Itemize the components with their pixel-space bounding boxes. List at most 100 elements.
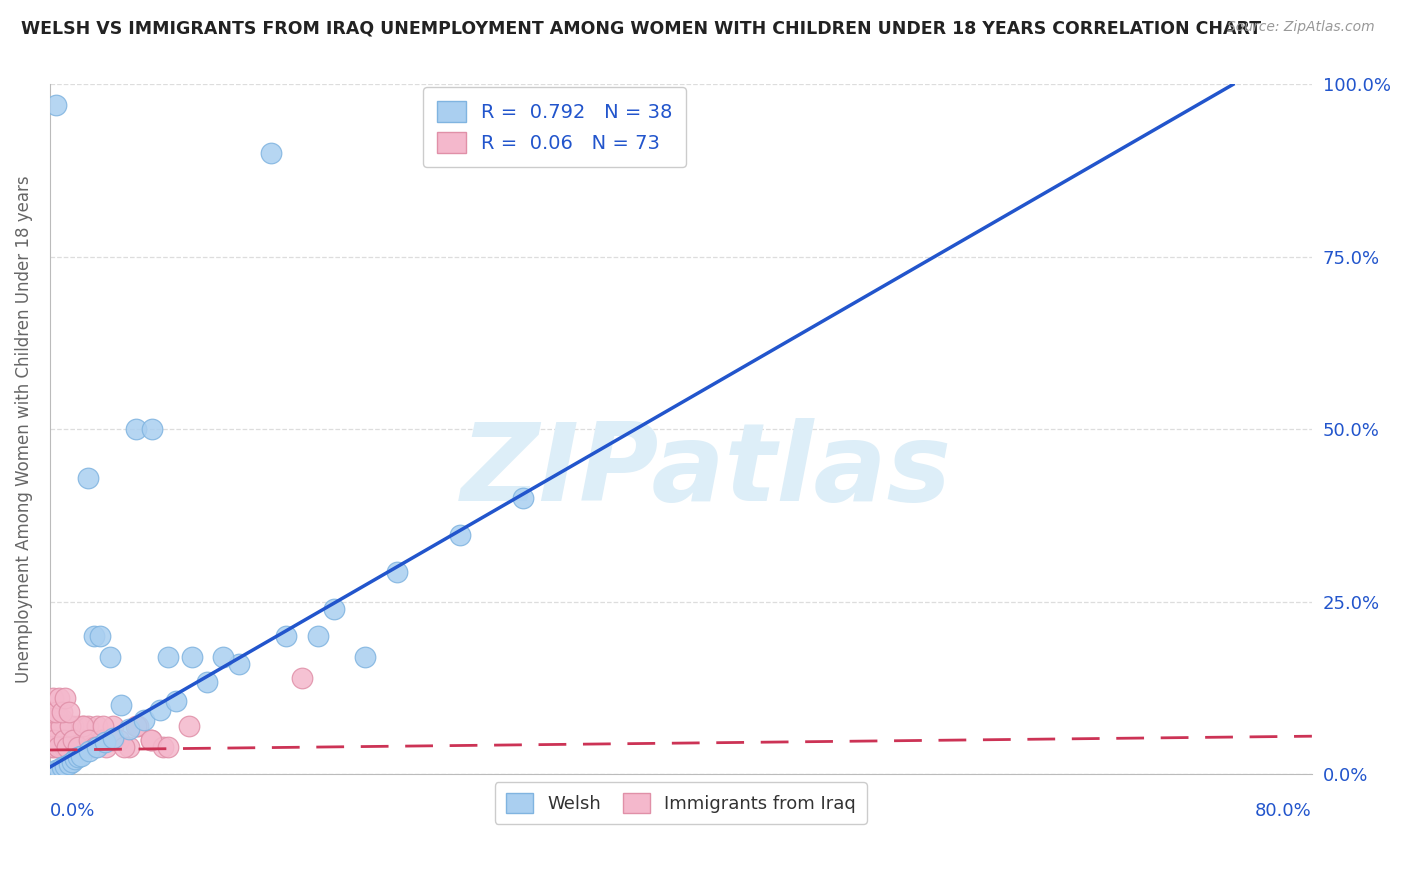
Point [44,719,66,733]
Point [70,748,93,763]
Point [139,732,162,747]
Point [55,691,77,706]
Point [70,739,93,754]
Point [141,422,163,436]
Point [62,719,84,733]
Point [77,744,100,758]
Point [39,705,62,719]
Point [117,722,139,736]
Point [276,629,298,643]
Point [91,719,114,733]
Point [259,146,281,161]
Point [62,732,84,747]
Point [45,705,67,719]
Legend: Welsh, Immigrants from Iraq: Welsh, Immigrants from Iraq [495,782,866,823]
Point [76,470,98,484]
Point [127,719,149,733]
Point [39,719,62,733]
Point [385,565,408,579]
Point [125,422,148,436]
Point [152,739,174,754]
Point [291,671,314,685]
Point [77,732,100,747]
Point [49,719,72,733]
Point [63,752,86,766]
Point [46,719,69,733]
Text: WELSH VS IMMIGRANTS FROM IRAQ UNEMPLOYMENT AMONG WOMEN WITH CHILDREN UNDER 18 YE: WELSH VS IMMIGRANTS FROM IRAQ UNEMPLOYME… [21,20,1261,37]
Point [45,763,67,777]
Text: 80.0%: 80.0% [1256,802,1312,820]
Point [86,739,108,754]
Point [512,491,534,506]
Point [59,719,82,733]
Point [72,719,94,733]
Point [45,712,67,726]
Point [45,732,67,747]
Point [63,732,86,747]
Point [48,691,70,706]
Point [139,732,162,747]
Point [125,719,148,733]
Point [62,739,84,754]
Point [67,739,90,754]
Point [55,739,77,754]
Point [51,705,73,719]
Point [149,703,172,717]
Point [322,601,344,615]
Point [82,739,104,754]
Point [73,732,96,747]
Point [307,629,329,643]
Point [44,739,66,754]
Point [55,719,77,733]
Text: Source: ZipAtlas.com: Source: ZipAtlas.com [1227,20,1375,34]
Point [212,649,235,664]
Point [44,732,66,747]
Point [58,705,80,719]
Point [108,732,131,747]
Point [117,739,139,754]
Point [86,719,108,733]
Point [101,731,124,745]
Point [48,732,70,747]
Point [96,739,118,754]
Point [65,739,87,754]
Point [90,732,112,747]
Point [101,732,124,747]
Point [83,629,105,643]
Point [52,732,75,747]
Point [49,719,72,733]
Point [449,528,471,542]
Point [180,649,202,664]
Point [51,712,73,726]
Point [110,698,132,713]
Text: ZIPatlas: ZIPatlas [460,417,952,524]
Point [156,649,179,664]
Point [112,739,135,754]
Point [60,755,83,769]
Point [42,732,65,747]
Point [46,739,69,754]
Point [77,732,100,747]
Point [58,756,80,771]
Point [48,762,70,776]
Point [165,694,187,708]
Point [67,750,90,764]
Point [58,739,80,754]
Point [56,739,79,754]
Point [69,732,91,747]
Point [197,675,219,690]
Point [89,629,111,643]
Point [60,732,83,747]
Point [75,739,97,754]
Point [59,719,82,733]
Point [55,759,77,773]
Point [72,719,94,733]
Point [177,719,200,733]
Point [46,739,69,754]
Point [48,712,70,726]
Point [56,732,79,747]
Y-axis label: Unemployment Among Women with Children Under 18 years: Unemployment Among Women with Children U… [15,176,32,683]
Point [45,98,67,112]
Point [39,739,62,754]
Point [67,719,90,733]
